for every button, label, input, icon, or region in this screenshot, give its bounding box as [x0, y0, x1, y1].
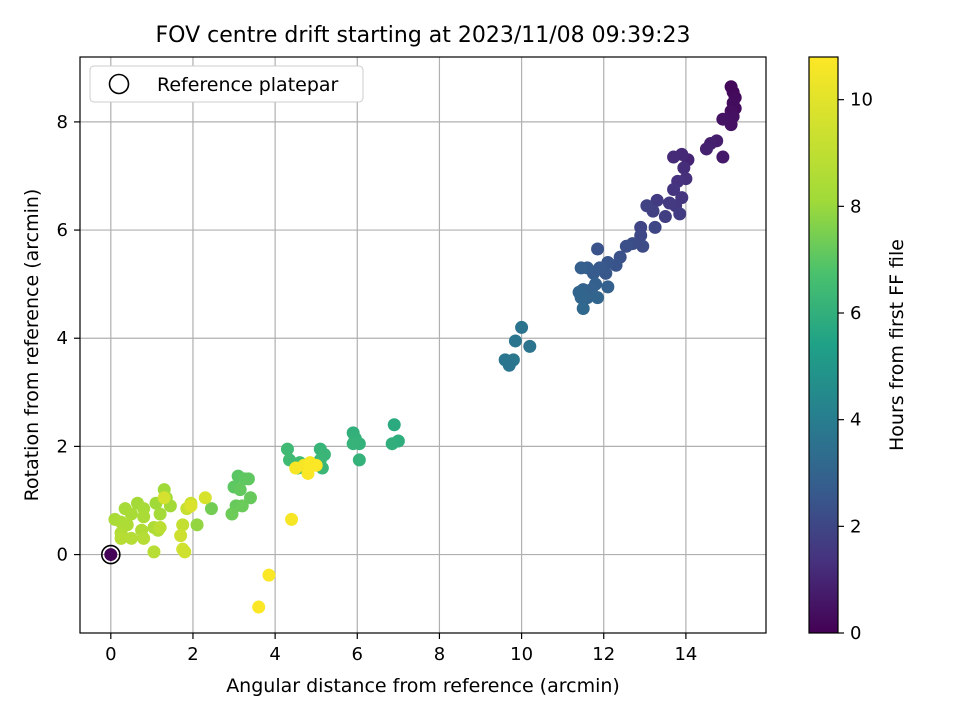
data-point [667, 183, 681, 197]
data-point [574, 261, 588, 275]
data-point [176, 518, 190, 532]
data-point [235, 499, 249, 513]
data-point [190, 518, 204, 532]
data-point [508, 334, 522, 348]
chart-title: FOV centre drift starting at 2023/11/08 … [156, 23, 691, 48]
legend: Reference platepar [89, 65, 364, 103]
data-point [114, 531, 128, 545]
data-point [658, 210, 672, 224]
data-point [601, 280, 615, 294]
colorbar-label: Hours from first FF file [886, 239, 908, 451]
data-point [204, 502, 218, 516]
data-point [262, 568, 276, 582]
plot-background [80, 57, 766, 633]
data-point [309, 458, 323, 472]
y-tick-label: 4 [57, 328, 68, 349]
x-axis-ticks: 0 2 4 6 8 10 12 14 [105, 633, 697, 665]
plot-frame [79, 56, 767, 634]
x-tick-label: 14 [674, 644, 697, 665]
reference-marker [101, 544, 121, 565]
data-point [640, 199, 654, 213]
data-point [104, 548, 118, 562]
data-point [591, 291, 605, 305]
colorbar-tick-label: 2 [850, 516, 861, 537]
data-point [153, 507, 167, 521]
data-point [174, 529, 188, 543]
y-tick-label: 8 [57, 112, 68, 133]
data-point [515, 320, 529, 334]
y-axis-label: Rotation from reference (arcmin) [21, 189, 43, 502]
colorbar: 0 2 4 6 8 10 Hours from first FF file [808, 56, 908, 644]
data-point [346, 437, 360, 451]
legend-label: Reference platepar [157, 74, 339, 96]
data-point [285, 512, 299, 526]
y-axis-ticks: 0 2 4 6 8 [57, 112, 80, 566]
data-point [385, 437, 399, 451]
data-point [677, 161, 691, 175]
colorbar-ticks: 0 2 4 6 8 10 [838, 90, 873, 644]
data-point [667, 150, 681, 164]
data-point [252, 600, 266, 614]
data-point [648, 220, 662, 234]
data-point [157, 491, 171, 505]
data-point [137, 531, 151, 545]
x-tick-label: 8 [434, 644, 445, 665]
colorbar-tick-label: 8 [850, 196, 861, 217]
legend-marker-icon [108, 73, 130, 95]
y-tick-label: 6 [57, 220, 68, 241]
data-point [352, 453, 366, 467]
plot-area: 0 2 4 6 8 10 12 14 0 2 4 6 8 [57, 56, 767, 665]
x-axis-label: Angular distance from reference (arcmin) [226, 675, 620, 697]
data-point [523, 339, 537, 353]
data-point [716, 150, 730, 164]
data-point [662, 196, 676, 210]
data-point [124, 507, 138, 521]
x-tick-label: 2 [187, 644, 198, 665]
colorbar-tick-label: 0 [850, 623, 861, 644]
colorbar-tick-label: 10 [850, 90, 873, 111]
colorbar-tick-label: 6 [850, 303, 861, 324]
data-point [591, 242, 605, 256]
x-tick-label: 6 [352, 644, 363, 665]
data-point [243, 491, 257, 505]
y-tick-label: 2 [57, 436, 68, 457]
data-point [225, 507, 239, 521]
data-point [650, 193, 664, 207]
colorbar-gradient [808, 56, 839, 634]
x-tick-label: 0 [105, 644, 116, 665]
data-point [280, 442, 294, 456]
data-point [241, 472, 255, 486]
data-point [634, 228, 648, 242]
data-point [124, 531, 138, 545]
data-point [184, 499, 198, 513]
data-point [147, 545, 161, 559]
x-tick-label: 4 [269, 644, 280, 665]
data-point [153, 521, 167, 535]
x-tick-label: 10 [510, 644, 533, 665]
y-tick-label: 0 [57, 545, 68, 566]
data-point [576, 301, 590, 315]
data-point [619, 239, 633, 253]
data-point [233, 483, 247, 497]
data-point [178, 545, 192, 559]
data-point [198, 491, 212, 505]
data-point [572, 285, 586, 299]
data-point [699, 142, 713, 156]
colorbar-tick-label: 4 [850, 410, 861, 431]
data-point [673, 207, 687, 221]
x-tick-label: 12 [592, 644, 615, 665]
data-point [636, 239, 650, 253]
data-point [716, 112, 730, 126]
data-point [502, 358, 516, 372]
legend-box [89, 65, 364, 103]
scatter-points [104, 80, 742, 614]
data-point [301, 466, 315, 480]
data-point [387, 418, 401, 432]
data-point [137, 510, 151, 524]
